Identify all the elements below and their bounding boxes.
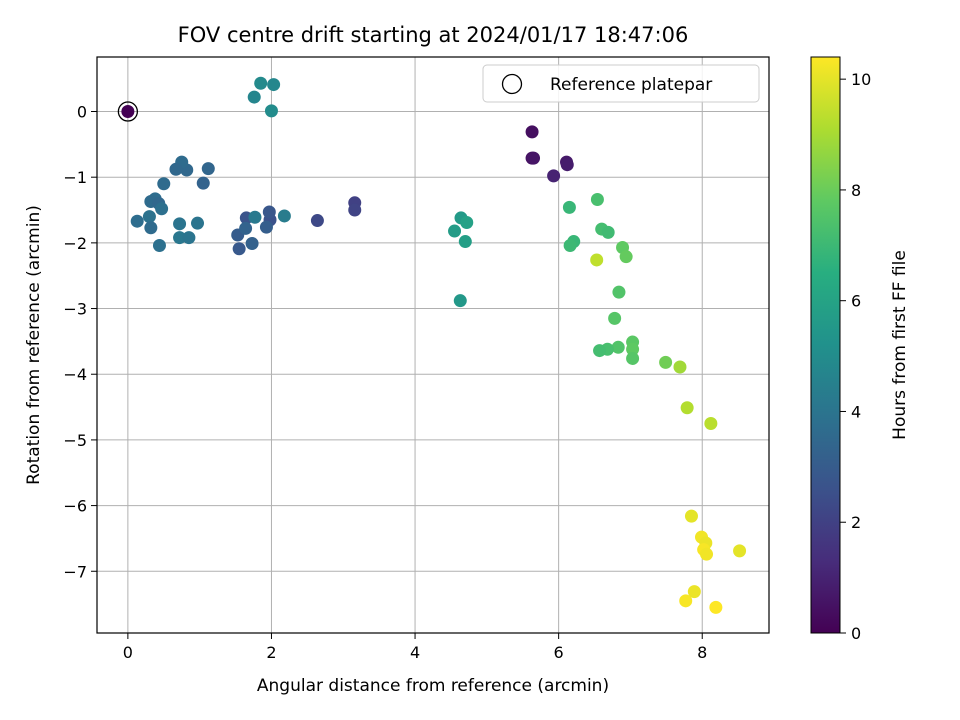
data-point [525,125,539,139]
data-point [152,238,166,252]
colorbar-tick-label: 2 [851,513,861,532]
x-tick-label: 8 [697,643,707,662]
data-point [144,221,158,235]
data-point [563,238,577,252]
colorbar-tick-label: 6 [851,292,861,311]
data-point [680,401,694,415]
y-tick-label: −6 [63,497,87,516]
data-point [157,177,171,191]
data-point [601,225,615,239]
y-tick-label: −4 [63,365,87,384]
data-point [169,162,183,176]
data-point [259,220,273,234]
data-point [247,90,261,104]
data-point [173,231,187,245]
colorbar: 0 2 4 6 8 10 Hours from first FF file [810,56,910,643]
data-point [458,235,472,249]
data-point [700,547,714,561]
data-point [453,294,467,308]
data-point [562,200,576,214]
data-point [182,231,196,245]
data-point [659,355,673,369]
data-point [460,216,474,230]
colorbar-tick-label: 10 [851,70,871,89]
data-point [733,544,747,558]
y-tick-label: −1 [63,168,87,187]
data-point [264,104,278,118]
plot-frame [96,56,770,634]
y-tick-label: 0 [77,103,87,122]
x-axis-label: Angular distance from reference (arcmin) [257,676,609,696]
data-point [262,205,276,219]
data-point [448,224,462,238]
y-tick-label: −2 [63,234,87,253]
data-point [245,237,259,251]
data-point [560,158,574,172]
data-point [547,169,561,183]
colorbar-tick-label: 0 [851,624,861,643]
data-point [673,360,687,374]
colorbar-label: Hours from first FF file [890,250,910,440]
data-point [201,162,215,176]
data-point [121,105,135,119]
y-axis-label: Rotation from reference (arcmin) [24,205,44,485]
data-point [130,214,144,228]
x-tick-label: 4 [410,643,420,662]
y-tick-label: −7 [63,562,87,581]
colorbar-tick-label: 4 [851,402,861,421]
legend: Reference platepar [482,64,760,103]
data-point [232,242,246,256]
scatter-points [117,76,747,614]
grid-lines [97,57,769,633]
data-point [254,76,268,90]
data-point [611,340,625,354]
data-point [527,151,541,165]
data-point [619,250,633,264]
colorbar-tick-label: 8 [851,181,861,200]
data-point [593,344,607,358]
data-point [709,600,723,614]
data-point [239,221,253,235]
data-point [626,342,640,356]
data-point [196,176,210,190]
reference-marker [117,101,139,122]
data-point [173,217,187,231]
data-point [590,193,604,207]
data-point [191,216,205,230]
legend-entry-reference: Reference platepar [550,75,712,95]
data-point [277,209,291,223]
data-point [155,202,169,216]
data-point [590,253,604,267]
colorbar-gradient [810,56,841,634]
data-point [608,311,622,325]
data-point [684,509,698,523]
y-tick-label: −5 [63,431,87,450]
data-point [626,351,640,365]
data-point [142,210,156,224]
data-point [267,78,281,92]
data-point [612,285,626,299]
y-tick-label: −3 [63,300,87,319]
data-point [348,203,362,217]
legend-marker-reference [501,73,523,95]
x-tick-label: 0 [123,643,133,662]
x-tick-label: 6 [554,643,564,662]
data-point [248,210,262,224]
colorbar-ticks: 0 2 4 6 8 10 [840,70,871,643]
legend-box [482,64,760,103]
axis-ticks: 0 2 4 6 8 0 −1 −2 −3 −4 −5 −6 −7 [63,103,707,662]
data-point [687,585,701,599]
chart-title: FOV centre drift starting at 2024/01/17 … [178,23,689,47]
data-point [704,416,718,430]
x-tick-label: 2 [266,643,276,662]
data-point [679,594,693,608]
data-point [310,214,324,228]
